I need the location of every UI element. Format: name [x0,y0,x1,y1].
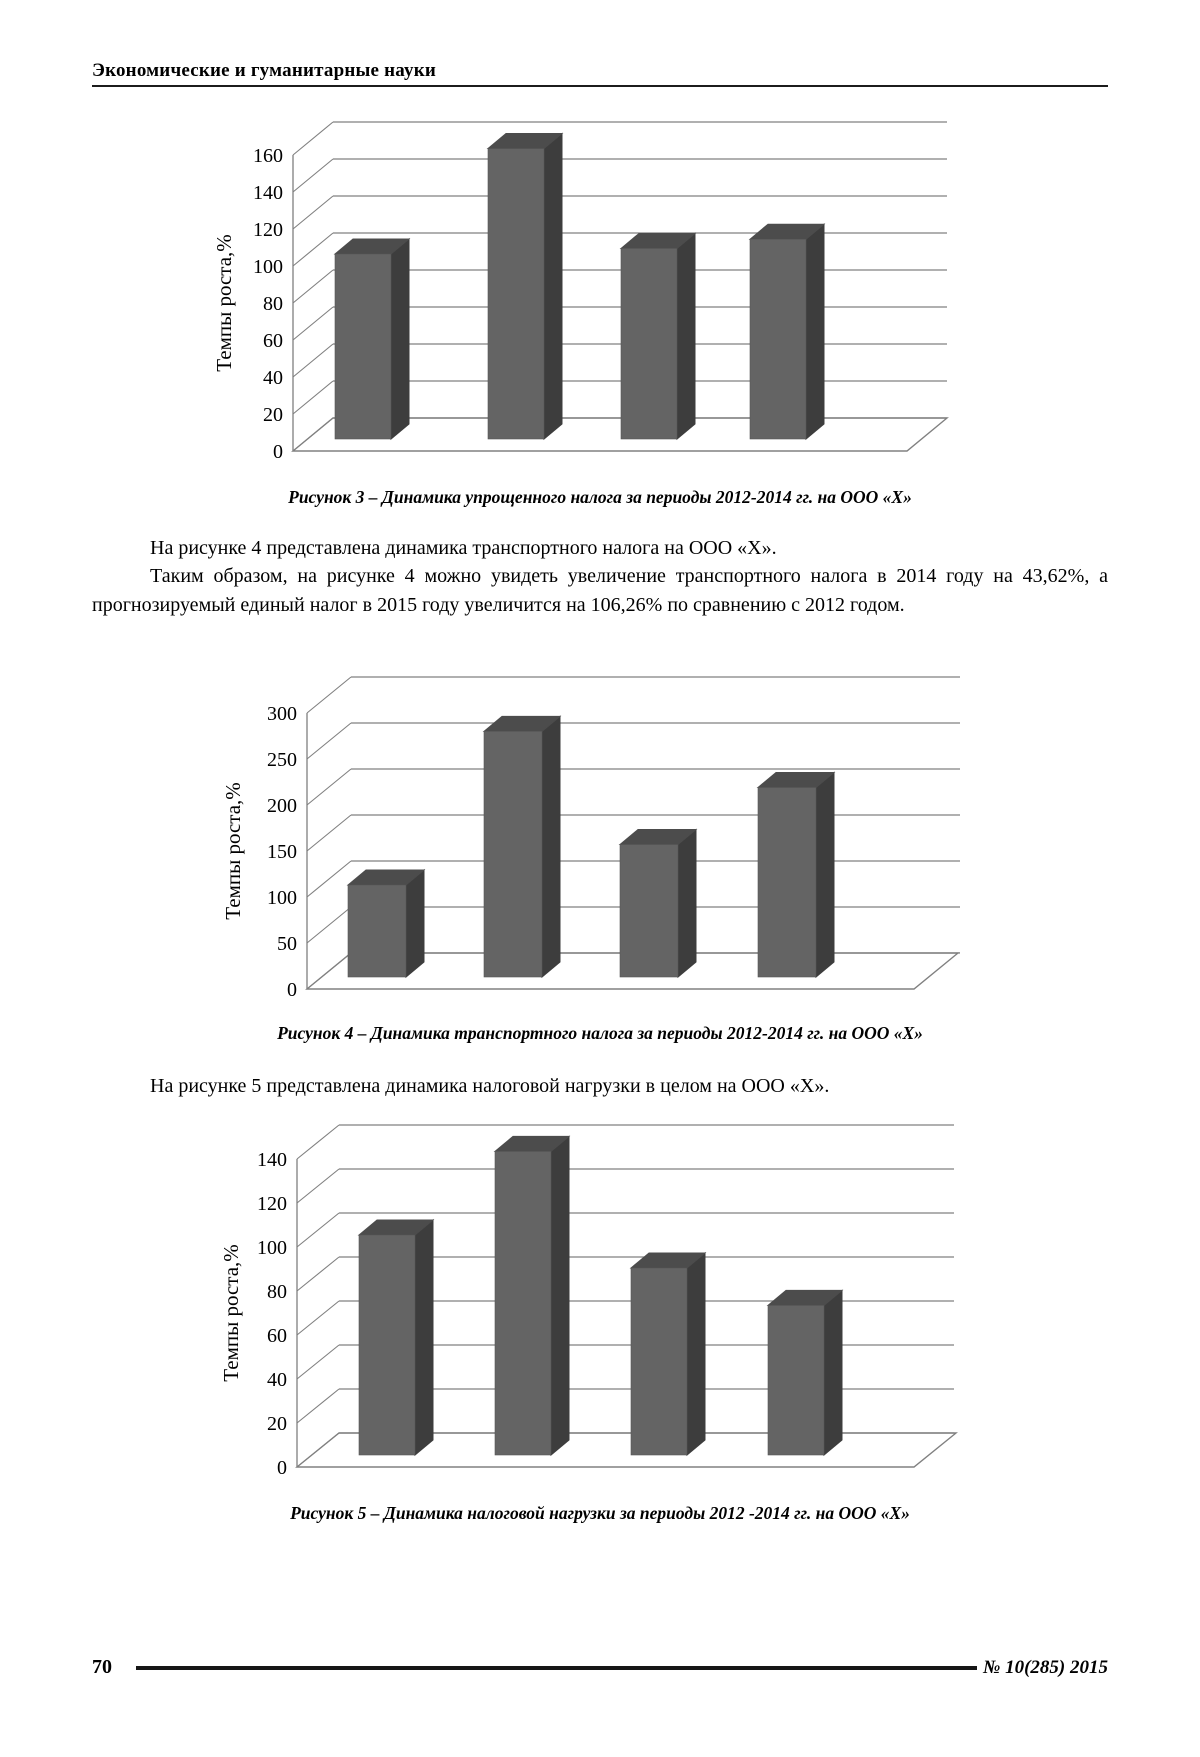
svg-text:20: 20 [263,404,283,426]
svg-text:150: 150 [267,841,297,863]
svg-text:Темпы роста,%: Темпы роста,% [212,234,236,372]
svg-text:60: 60 [263,330,283,352]
page-number: 70 [92,1656,112,1678]
svg-text:40: 40 [263,367,283,389]
svg-text:160: 160 [253,145,283,167]
figure-5-chart: 0 20 40 60 80 100 120 140 Темпы роста,% [212,1115,1108,1487]
svg-text:140: 140 [257,1149,287,1171]
page-footer: 70 № 10(285) 2015 [92,1656,1108,1679]
footer-rule [136,1665,977,1670]
svg-text:Темпы роста,%: Темпы роста,% [221,782,245,920]
svg-text:300: 300 [267,703,297,725]
figure-4-chart: 0 50 100 150 200 250 300 Темпы роста,% [212,629,1108,1007]
svg-text:50: 50 [277,933,297,955]
svg-text:100: 100 [257,1237,287,1259]
svg-text:0: 0 [277,1457,287,1479]
svg-text:80: 80 [263,293,283,315]
svg-text:100: 100 [267,887,297,909]
svg-text:0: 0 [273,441,283,463]
svg-text:20: 20 [267,1413,287,1435]
svg-text:60: 60 [267,1325,287,1347]
svg-text:Темпы роста,%: Темпы роста,% [219,1244,243,1382]
svg-text:120: 120 [253,219,283,241]
figure-3-chart: 0 20 40 60 80 100 120 140 160 Темпы роста,% [205,113,1108,471]
svg-text:80: 80 [267,1281,287,1303]
paragraph-3: На рисунке 5 представлена динамика налог… [150,1075,830,1098]
svg-text:250: 250 [267,749,297,771]
paragraph-2: Таким образом, на рисунке 4 можно увидет… [92,565,1108,616]
figure-4-caption: Рисунок 4 – Динамика транспортного налог… [277,1023,923,1044]
figure-3-caption: Рисунок 3 – Динамика упрощенного налога … [288,487,912,507]
svg-text:200: 200 [267,795,297,817]
paragraph-1: На рисунке 4 представлена динамика транс… [150,537,777,559]
svg-text:120: 120 [257,1193,287,1215]
issue-number: № 10(285) 2015 [982,1656,1108,1678]
svg-text:100: 100 [253,256,283,278]
figure-5-caption: Рисунок 5 – Динамика налоговой нагрузки … [290,1502,910,1523]
svg-text:0: 0 [287,979,297,1001]
svg-text:40: 40 [267,1369,287,1391]
svg-text:140: 140 [253,182,283,204]
journal-section-header: Экономические и гуманитарные науки [92,60,1108,87]
